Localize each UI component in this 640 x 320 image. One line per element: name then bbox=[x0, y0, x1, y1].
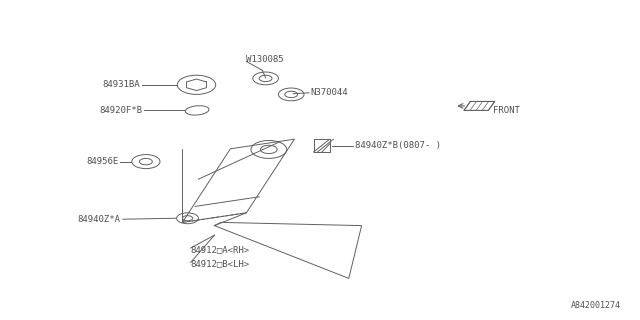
Text: A842001274: A842001274 bbox=[571, 301, 621, 310]
Text: 84940Z*A: 84940Z*A bbox=[77, 215, 120, 224]
Text: 84940Z*B(0807- ): 84940Z*B(0807- ) bbox=[355, 141, 441, 150]
Text: 84956E: 84956E bbox=[86, 157, 118, 166]
Text: N370044: N370044 bbox=[310, 88, 348, 97]
Text: 84931BA: 84931BA bbox=[102, 80, 140, 89]
Text: 84912□B<LH>: 84912□B<LH> bbox=[191, 260, 250, 268]
Text: W130085: W130085 bbox=[246, 55, 284, 64]
Text: FRONT: FRONT bbox=[493, 106, 520, 115]
Text: 84920F*B: 84920F*B bbox=[99, 106, 142, 115]
Text: 84912□A<RH>: 84912□A<RH> bbox=[191, 245, 250, 254]
